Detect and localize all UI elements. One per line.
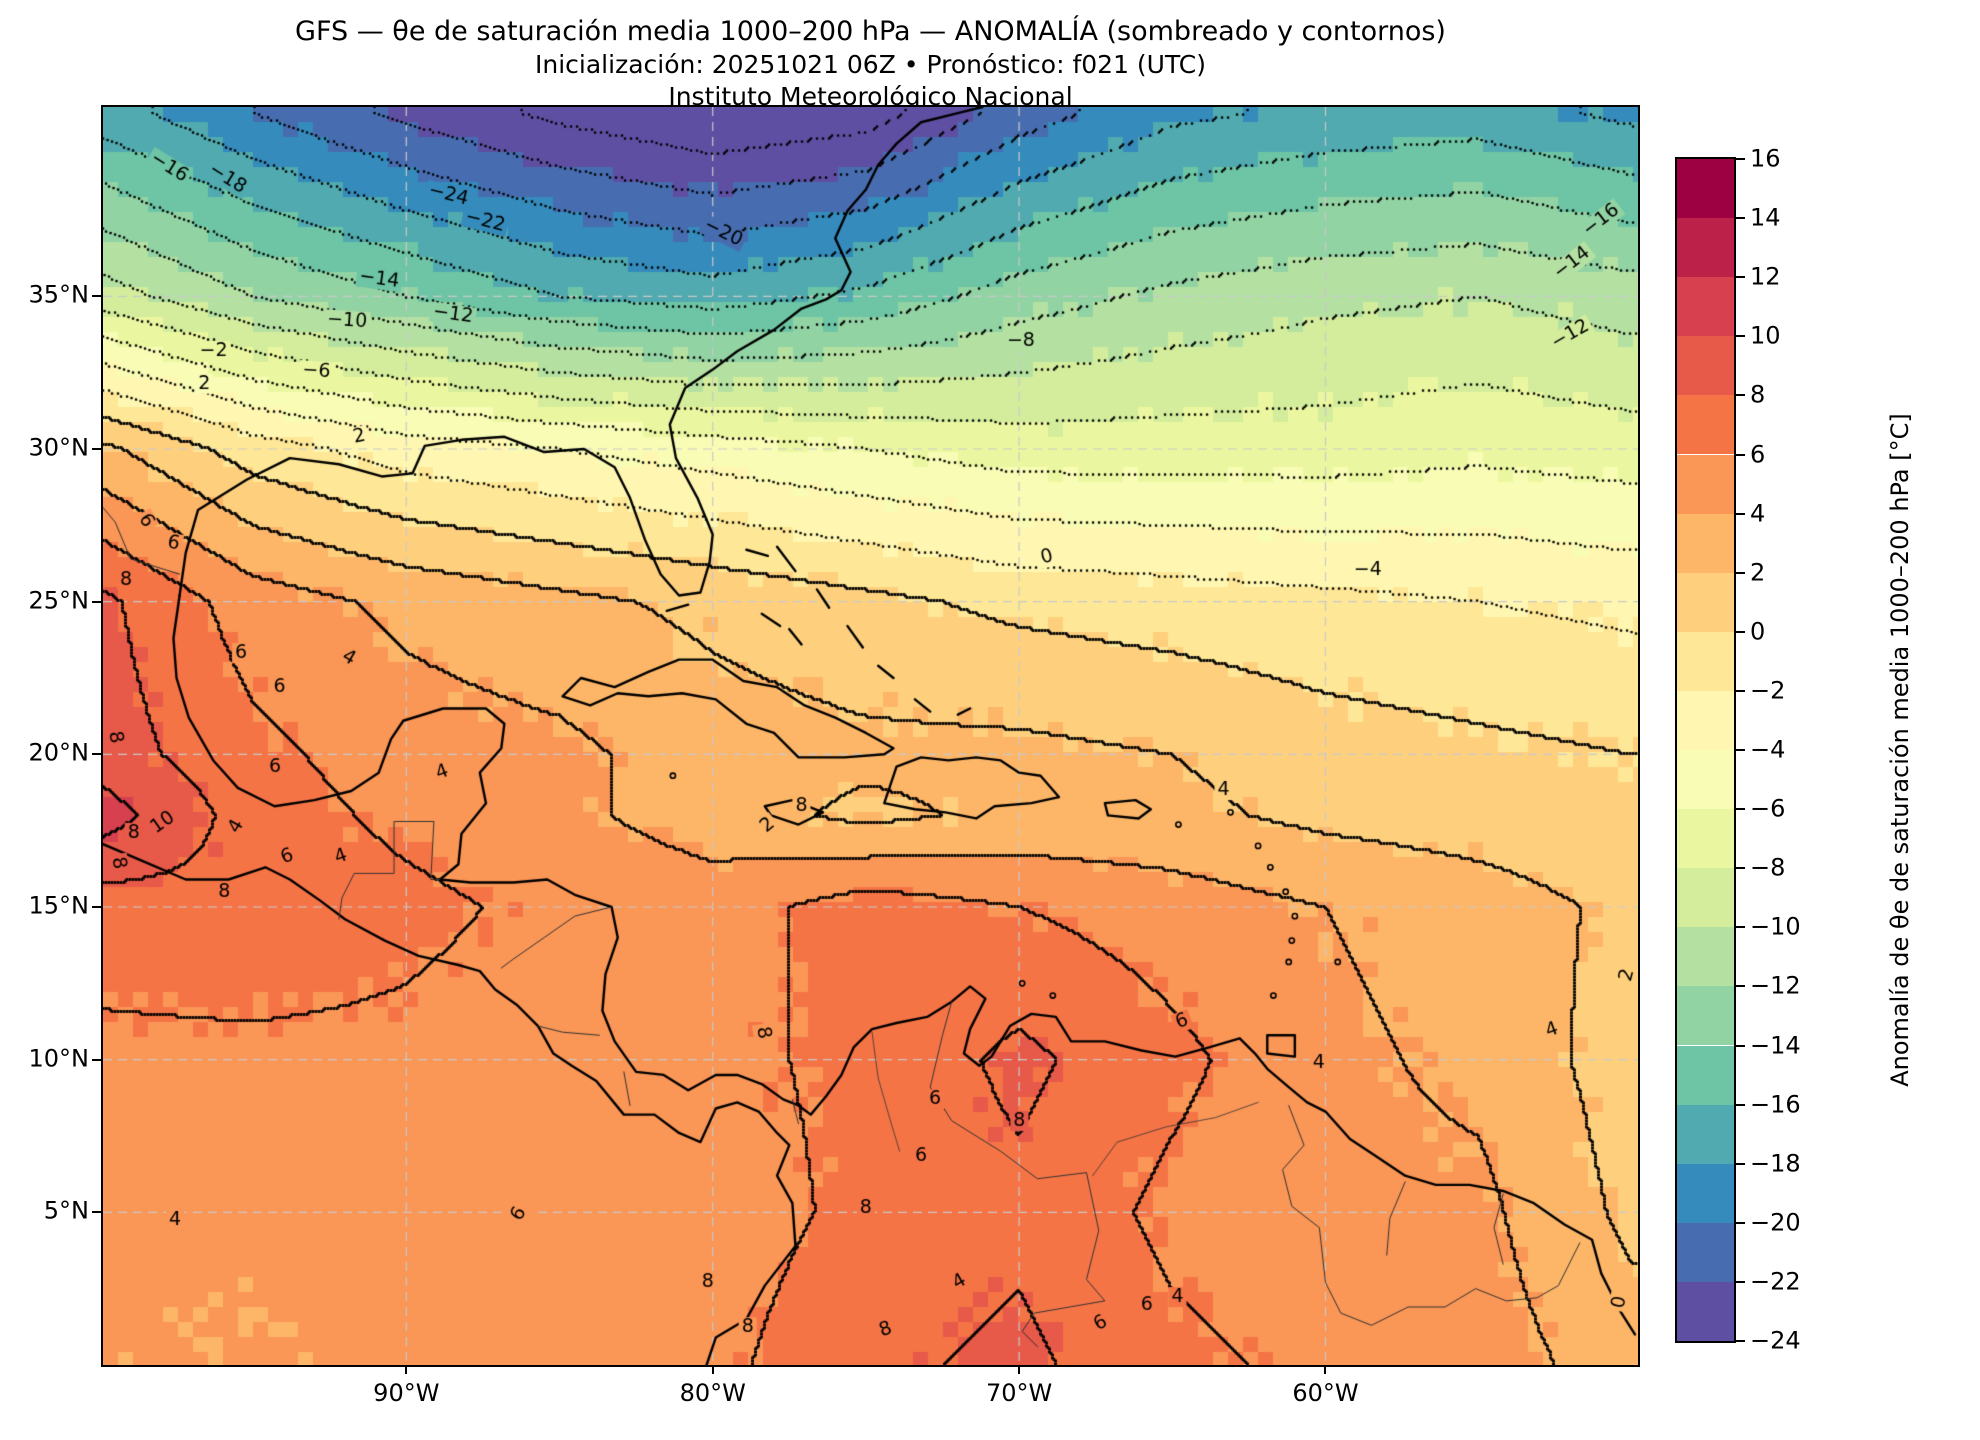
y-tick-label: 30°N bbox=[28, 433, 90, 462]
colorbar-tick-label: 16 bbox=[1750, 144, 1781, 173]
colorbar-tick-label: 14 bbox=[1750, 203, 1781, 232]
colorbar-segment bbox=[1677, 336, 1734, 396]
colorbar-tick-label: −20 bbox=[1750, 1208, 1801, 1237]
colorbar-tick-label: 10 bbox=[1750, 321, 1781, 350]
colorbar-tick-mark bbox=[1736, 276, 1745, 279]
colorbar-tick-mark bbox=[1736, 335, 1745, 338]
colorbar-tick-mark bbox=[1736, 630, 1745, 633]
colorbar-tick-label: −10 bbox=[1750, 912, 1801, 941]
map-canvas bbox=[103, 107, 1638, 1365]
y-tick-mark bbox=[92, 1211, 101, 1214]
y-tick-mark bbox=[92, 447, 101, 450]
colorbar-tick-mark bbox=[1736, 808, 1745, 811]
colorbar-segment bbox=[1677, 1222, 1734, 1282]
colorbar-tick-mark bbox=[1736, 453, 1745, 456]
colorbar-segment bbox=[1677, 277, 1734, 337]
x-tick-mark bbox=[711, 1365, 714, 1374]
chart-title: GFS — θe de saturación media 1000–200 hP… bbox=[295, 16, 1446, 47]
colorbar-tick-label: −14 bbox=[1750, 1030, 1801, 1059]
colorbar-segment bbox=[1677, 395, 1734, 455]
colorbar-tick-mark bbox=[1736, 1280, 1745, 1283]
colorbar-tick-mark bbox=[1736, 985, 1745, 988]
colorbar-segment bbox=[1677, 159, 1734, 219]
colorbar-tick-label: 12 bbox=[1750, 262, 1781, 291]
x-tick-mark bbox=[1018, 1365, 1021, 1374]
colorbar-tick-label: 0 bbox=[1750, 617, 1766, 646]
colorbar-tick-label: −8 bbox=[1750, 853, 1786, 882]
x-tick-label: 80°W bbox=[679, 1379, 746, 1407]
colorbar-segment bbox=[1677, 1104, 1734, 1164]
y-tick-mark bbox=[92, 905, 101, 908]
title-block: GFS — θe de saturación media 1000–200 hP… bbox=[103, 0, 1638, 112]
colorbar-segment bbox=[1677, 809, 1734, 869]
colorbar-tick-label: 4 bbox=[1750, 499, 1766, 528]
y-tick-label: 35°N bbox=[28, 280, 90, 309]
colorbar-segment bbox=[1677, 1281, 1734, 1341]
y-tick-label: 10°N bbox=[28, 1044, 90, 1073]
colorbar-tick-label: −12 bbox=[1750, 971, 1801, 1000]
colorbar-tick-mark bbox=[1736, 926, 1745, 929]
y-tick-mark bbox=[92, 753, 101, 756]
colorbar-tick-mark bbox=[1736, 394, 1745, 397]
colorbar-segment bbox=[1677, 1163, 1734, 1223]
chart-subtitle-run: Inicialización: 20251021 06Z • Pronóstic… bbox=[535, 50, 1206, 79]
colorbar-tick-label: 8 bbox=[1750, 380, 1766, 409]
x-tick-label: 70°W bbox=[985, 1379, 1053, 1407]
colorbar-tick-label: −2 bbox=[1750, 676, 1786, 705]
colorbar-segment bbox=[1677, 690, 1734, 750]
x-tick-mark bbox=[405, 1365, 408, 1374]
colorbar-tick-label: −4 bbox=[1750, 735, 1786, 764]
colorbar-tick-label: −6 bbox=[1750, 794, 1786, 823]
colorbar-segment bbox=[1677, 986, 1734, 1046]
y-tick-label: 5°N bbox=[43, 1196, 89, 1225]
x-tick-label: 90°W bbox=[373, 1379, 440, 1407]
colorbar-segment bbox=[1677, 750, 1734, 810]
map-plot-area: 35°N 30°N 25°N 20°N 15°N 10°N 5°N 90°W 80°W 70°W… bbox=[29, 105, 1640, 1407]
colorbar-segment bbox=[1677, 1045, 1734, 1105]
colorbar: 16 14 12 10 8 6 4 2 0 −2 −4 −6 −8 −10 −12 −14 −16 −18 −20 −… bbox=[1675, 144, 1801, 1354]
colorbar-tick-label: 2 bbox=[1750, 558, 1766, 587]
colorbar-tick-label: −16 bbox=[1750, 1090, 1801, 1119]
colorbar-tick-mark bbox=[1736, 689, 1745, 692]
colorbar-tick-mark bbox=[1736, 217, 1745, 220]
colorbar-title: Anomalía de θe de saturación media 1000–… bbox=[1886, 413, 1914, 1087]
y-tick-label: 25°N bbox=[28, 586, 90, 615]
colorbar-segment bbox=[1677, 927, 1734, 987]
colorbar-tick-mark bbox=[1736, 158, 1745, 160]
colorbar-tick-mark bbox=[1736, 1221, 1745, 1224]
colorbar-tick-mark bbox=[1736, 571, 1745, 574]
colorbar-tick-mark bbox=[1736, 1103, 1745, 1106]
colorbar-segment bbox=[1677, 868, 1734, 928]
colorbar-segment bbox=[1677, 513, 1734, 573]
colorbar-tick-mark bbox=[1736, 512, 1745, 515]
colorbar-tick-mark bbox=[1736, 749, 1745, 751]
y-tick-mark bbox=[92, 600, 101, 603]
x-tick-label: 60°W bbox=[1292, 1379, 1359, 1407]
colorbar-tick-label: −18 bbox=[1750, 1149, 1801, 1178]
colorbar-tick-mark bbox=[1736, 1044, 1745, 1047]
y-tick-mark bbox=[92, 1058, 101, 1061]
x-tick-mark bbox=[1324, 1365, 1327, 1374]
colorbar-segment bbox=[1677, 572, 1734, 632]
colorbar-tick-mark bbox=[1736, 1162, 1745, 1165]
y-tick-label: 15°N bbox=[28, 891, 90, 920]
colorbar-tick-label: −24 bbox=[1750, 1326, 1801, 1355]
colorbar-tick-mark bbox=[1736, 867, 1745, 870]
y-tick-label: 20°N bbox=[28, 738, 90, 767]
colorbar-segment bbox=[1677, 454, 1734, 514]
colorbar-segment bbox=[1677, 218, 1734, 278]
y-tick-mark bbox=[92, 295, 101, 298]
colorbar-tick-label: 6 bbox=[1750, 439, 1766, 468]
colorbar-segment bbox=[1677, 631, 1734, 691]
colorbar-tick-label: −22 bbox=[1750, 1267, 1801, 1296]
colorbar-tick-mark bbox=[1736, 1340, 1745, 1342]
